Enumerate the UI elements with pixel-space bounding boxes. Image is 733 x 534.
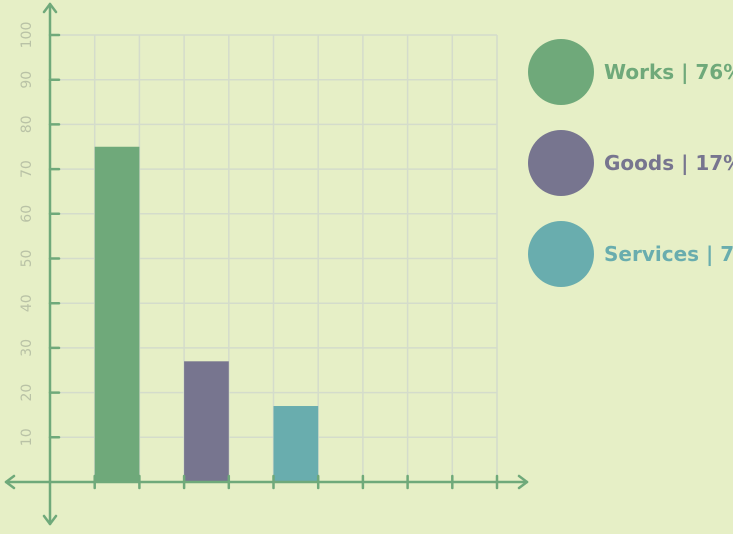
y-tick-label: 80 (19, 115, 35, 133)
bar-works (94, 146, 140, 482)
x-axis-arrow-left (4, 474, 16, 490)
legend-swatch-3 (528, 221, 594, 287)
x-axis-arrow-right (517, 474, 529, 490)
legend-label-3: Services | 7% (604, 242, 733, 266)
legend: Works | 76% Goods | 17% Services | 7% (528, 39, 733, 287)
legend-label-1: Works | 76% (604, 60, 733, 84)
y-tick-label: 70 (19, 160, 35, 178)
bar-services (273, 406, 319, 482)
y-tick-label: 10 (19, 428, 35, 446)
y-tick-label: 60 (19, 205, 35, 223)
legend-label-2: Goods | 17% (604, 151, 733, 175)
axes (4, 2, 529, 526)
bar-goods (184, 361, 229, 482)
y-axis-arrow-up (42, 2, 58, 14)
y-tick-label: 50 (19, 250, 35, 268)
bars (94, 146, 319, 482)
y-tick-label: 100 (19, 22, 35, 49)
y-tick-label: 90 (19, 71, 35, 89)
legend-swatch-1 (528, 39, 594, 105)
y-tick-label: 20 (19, 384, 35, 402)
legend-swatch-2 (528, 130, 594, 196)
y-tick-label: 30 (19, 339, 35, 357)
y-axis-ticks: 10 20 30 40 50 60 70 80 90 100 (19, 22, 35, 447)
y-tick-label: 40 (19, 294, 35, 312)
y-axis-arrow-down (42, 514, 58, 526)
